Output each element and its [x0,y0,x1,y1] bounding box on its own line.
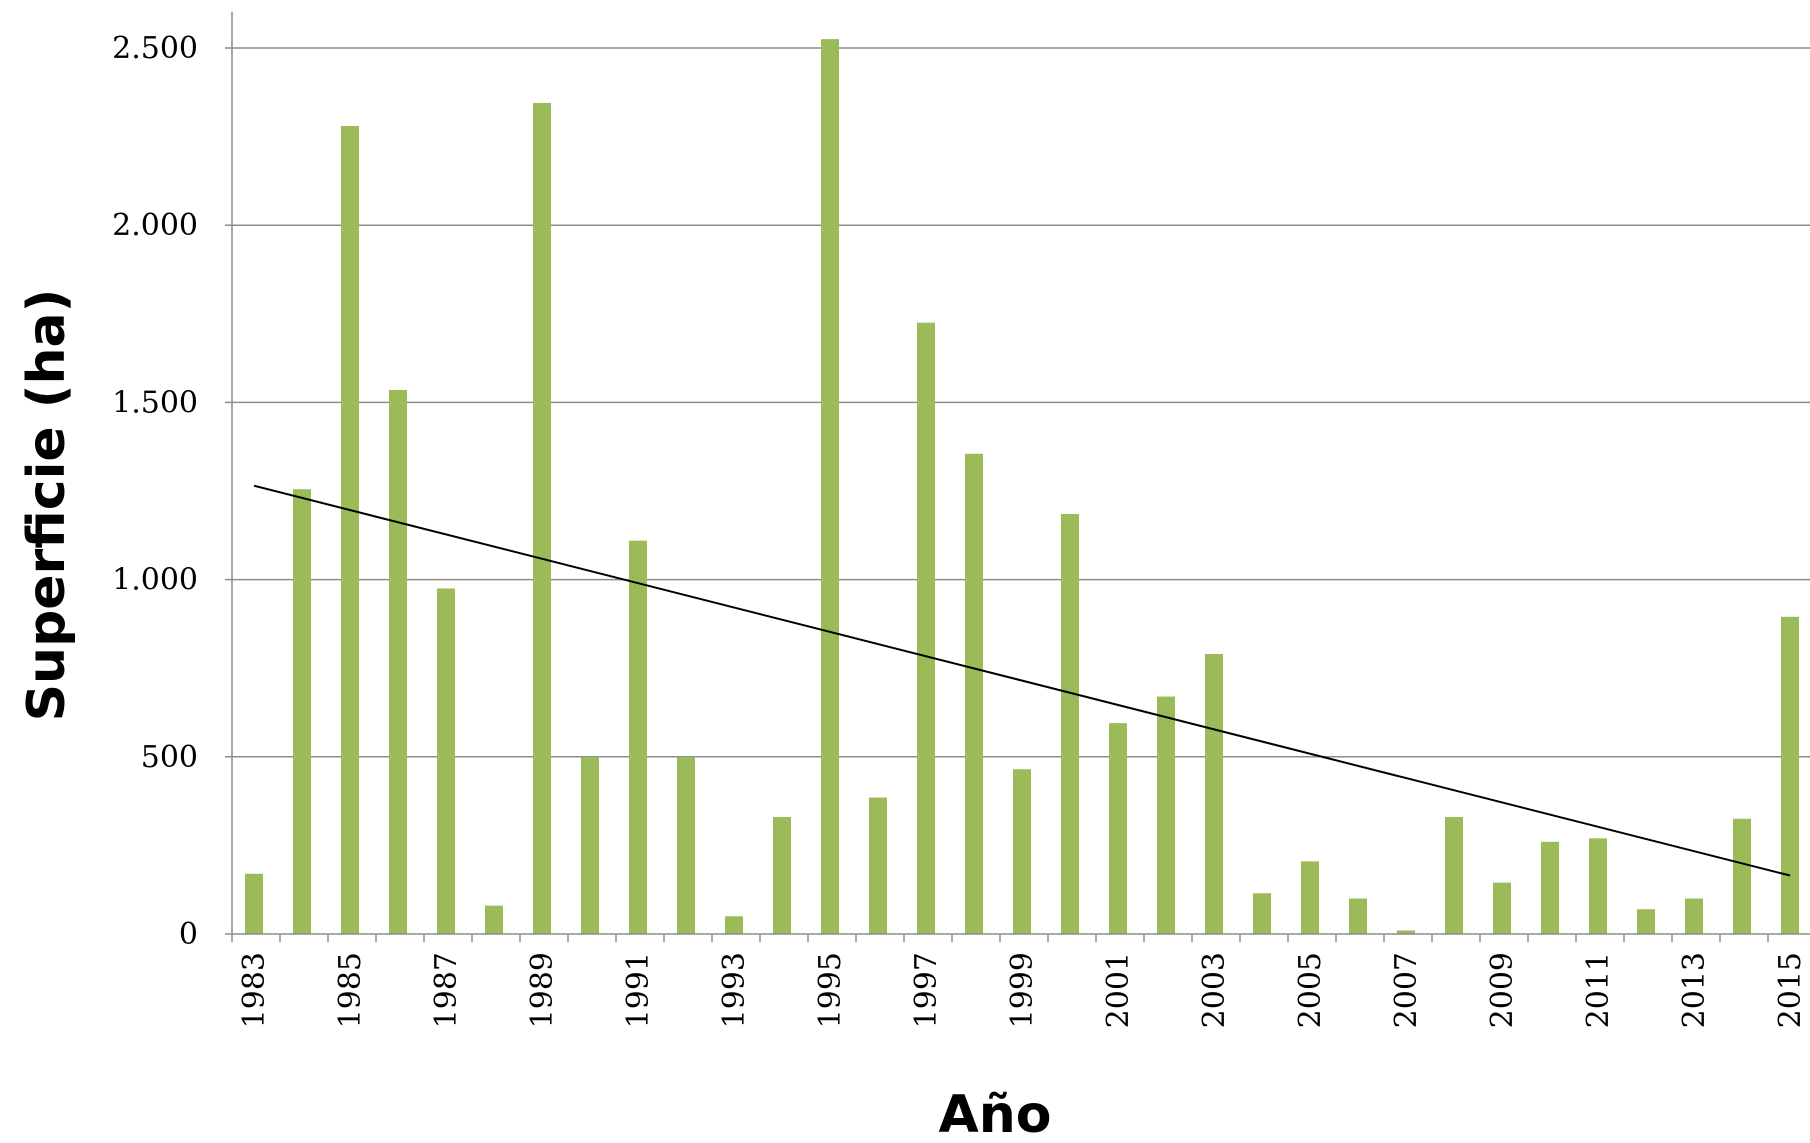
y-tick-label-2500: 2.500 [112,31,198,66]
x-tick-label-1991: 1991 [621,952,656,1028]
bar-1992 [677,756,695,934]
x-tick-label-2015: 2015 [1773,952,1808,1028]
bar-1987 [437,588,455,934]
bar-1990 [581,756,599,934]
axes [225,12,1810,942]
bar-1998 [965,453,983,934]
y-tick-label-1000: 1.000 [112,563,198,598]
x-tick-label-2005: 2005 [1293,952,1328,1028]
bar-2000 [1061,514,1079,934]
bar-2014 [1733,818,1751,934]
x-axis-title: Año [939,1085,1052,1143]
bar-2001 [1109,723,1127,934]
bar-2013 [1685,898,1703,934]
bar-1991 [629,540,647,934]
x-tick-label-1985: 1985 [333,952,368,1028]
bar-1997 [917,322,935,934]
x-tick-label-1995: 1995 [813,952,848,1028]
x-tick-label-1989: 1989 [525,952,560,1028]
bar-1999 [1013,769,1031,934]
trendline [253,484,1791,877]
bar-1986 [389,389,407,935]
bar-2009 [1493,882,1511,934]
bar-1994 [773,817,791,934]
x-tick-label-2001: 2001 [1101,952,1136,1028]
x-tick-label-1987: 1987 [429,952,464,1028]
bar-1996 [869,797,887,934]
y-tick-label-500: 500 [141,740,198,775]
x-tick-label-2003: 2003 [1197,952,1232,1028]
x-tick-label-1983: 1983 [237,952,272,1028]
bar-2007 [1397,930,1415,934]
bar-1988 [485,905,503,934]
bar-1989 [533,102,551,934]
y-tick-label-2000: 2.000 [112,208,198,243]
bar-2006 [1349,898,1367,934]
x-tick-label-1993: 1993 [717,952,752,1028]
bar-2011 [1589,838,1607,934]
bar-1984 [293,489,311,934]
bar-2003 [1205,654,1223,934]
y-axis-title: Superficie (ha) [17,289,77,722]
x-tick-label-2011: 2011 [1581,952,1616,1028]
x-tick-label-2013: 2013 [1677,952,1712,1028]
bar-1995 [821,39,839,934]
bar-2004 [1253,893,1271,934]
linear-trendline [253,484,1791,877]
gridlines [232,47,1810,758]
bar-2005 [1301,861,1319,934]
x-tick-label-1997: 1997 [909,952,944,1028]
y-tick-labels: 0 500 1.000 1.500 2.000 2.500 [112,31,198,952]
x-tick-label-2009: 2009 [1485,952,1520,1028]
bar-2010 [1541,841,1559,934]
bar-2002 [1157,696,1175,934]
bar-1983 [245,873,263,934]
y-tick-label-1500: 1.500 [112,385,198,420]
bars [245,39,1799,935]
x-tick-labels: 1983 1985 1987 1989 1991 1993 1995 1997 1999 2001… [237,952,1808,1028]
y-tick-label-0: 0 [179,917,198,952]
bar-2008 [1445,817,1463,934]
bar-2015 [1781,616,1799,934]
bar-1993 [725,916,743,934]
x-tick-label-1999: 1999 [1005,952,1040,1028]
bar-2012 [1637,909,1655,934]
x-tick-label-2007: 2007 [1389,952,1424,1028]
bar-1985 [341,125,359,934]
